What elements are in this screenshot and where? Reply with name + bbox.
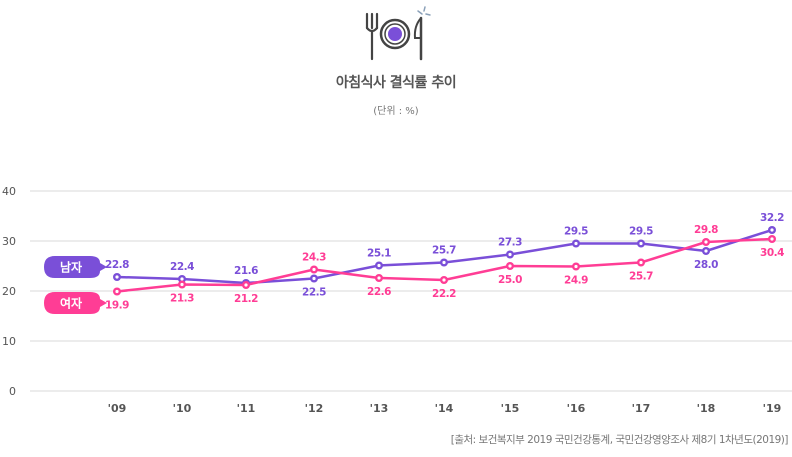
data-label: 25.1	[367, 248, 391, 260]
data-label: 30.4	[760, 247, 784, 259]
chart-title: 아침식사 결식률 추이	[335, 75, 457, 91]
legend-female-label: 여자	[60, 296, 82, 311]
y-tick-label: 30	[2, 235, 16, 248]
data-label: 22.8	[105, 259, 129, 271]
male-series-line	[116, 228, 773, 285]
data-label: 25.7	[432, 245, 456, 257]
y-tick-label: 20	[2, 285, 16, 298]
data-label: 24.3	[302, 252, 326, 264]
x-tick-label: '16	[567, 402, 586, 415]
line-chart: 0 10 20 30 40 '09 '10 '11 '12 '13 '14 '15 '16 '17 '18 '…	[2, 185, 792, 415]
data-label: 22.2	[432, 288, 456, 300]
x-tick-label: '11	[237, 402, 256, 415]
data-label: 21.6	[234, 265, 258, 277]
x-tick-label: '12	[305, 402, 324, 415]
data-label: 21.2	[234, 293, 258, 305]
data-label: 27.3	[498, 237, 522, 249]
data-label: 29.8	[694, 224, 718, 236]
plate-fork-knife-icon	[362, 6, 432, 61]
source-note: [출처: 보건복지부 2019 국민건강통계, 국민건강영양조사 제8기 1차년…	[450, 434, 789, 446]
data-label: 21.3	[170, 293, 194, 305]
chart-unit: (단위 : %)	[373, 106, 419, 117]
x-tick-label: '09	[108, 402, 127, 415]
y-tick-label: 0	[9, 385, 16, 398]
data-label: 25.0	[498, 274, 522, 286]
data-label: 22.6	[367, 286, 391, 298]
y-tick-label: 10	[2, 335, 16, 348]
x-tick-label: '17	[632, 402, 651, 415]
y-tick-label: 40	[2, 185, 16, 198]
data-label: 28.0	[694, 259, 718, 271]
data-label: 22.5	[302, 287, 326, 299]
legend-male-label: 남자	[60, 260, 82, 275]
data-label: 24.9	[564, 275, 588, 287]
x-tick-label: '18	[697, 402, 716, 415]
x-tick-label: '15	[501, 402, 520, 415]
x-tick-label: '13	[370, 402, 389, 415]
legend-male-badge	[44, 256, 107, 278]
data-label: 29.5	[564, 226, 588, 238]
data-label: 22.4	[170, 261, 194, 273]
x-tick-label: '19	[763, 402, 782, 415]
data-label: 29.5	[629, 226, 653, 238]
legend-female-badge	[44, 292, 107, 314]
x-tick-label: '14	[435, 402, 454, 415]
data-label: 32.2	[760, 212, 784, 224]
data-label: 19.9	[105, 300, 129, 312]
data-label: 25.7	[629, 271, 653, 283]
x-tick-label: '10	[173, 402, 192, 415]
